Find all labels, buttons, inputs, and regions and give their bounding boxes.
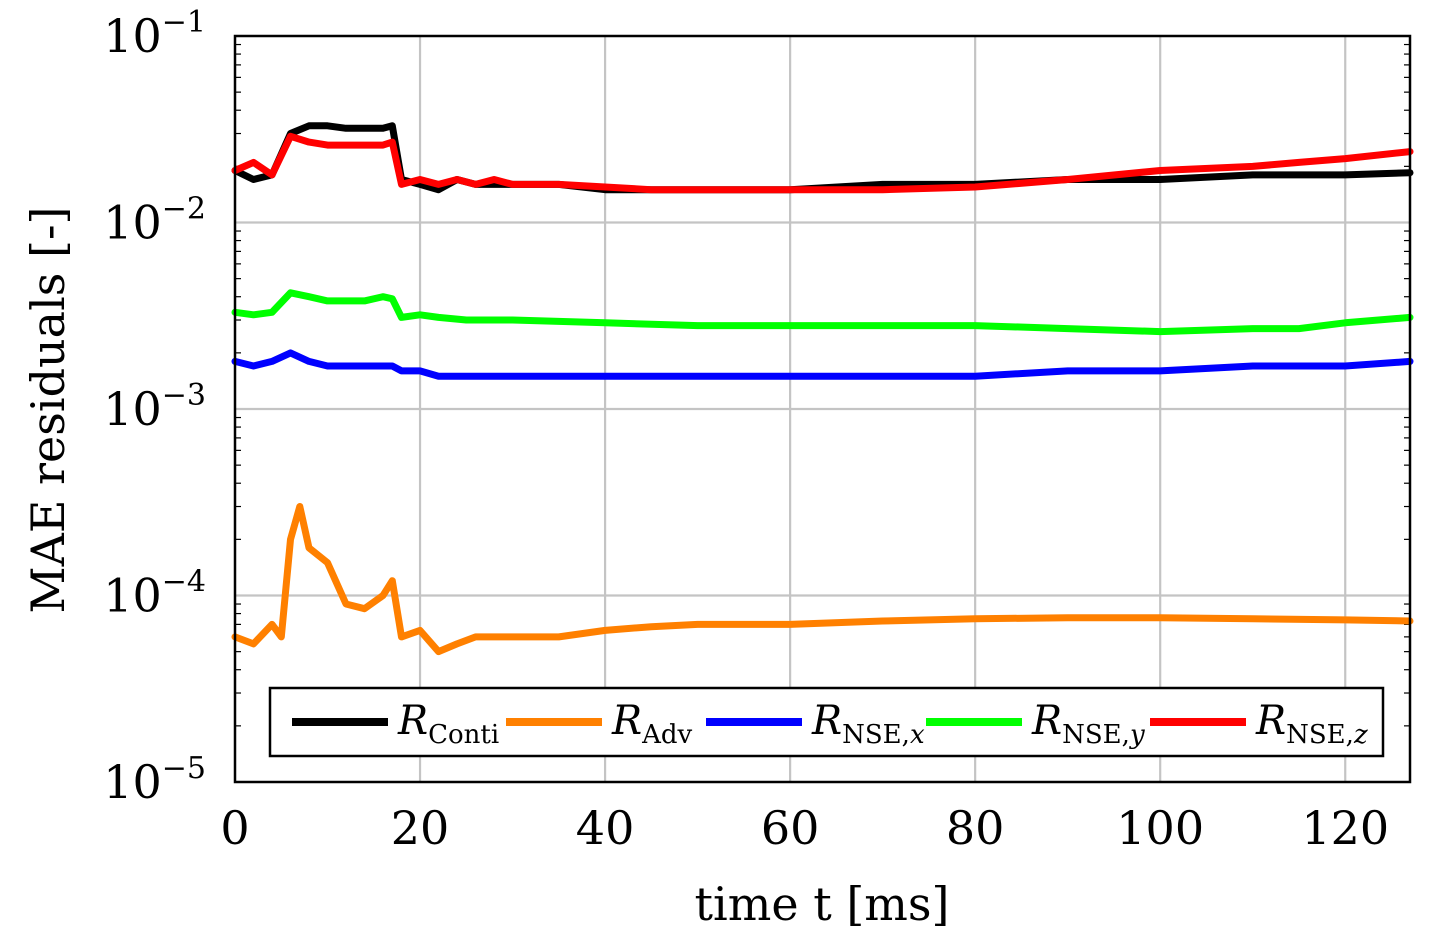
y-tick-label: 10−2 (103, 192, 206, 250)
x-tick-label: 100 (1116, 801, 1204, 855)
legend-label: RNSE,y (1031, 698, 1145, 750)
y-tick-labels: 10−5 10−4 10−3 10−2 10−1 (103, 5, 206, 809)
plot-frame (233, 34, 1412, 784)
legend-label: RConti (397, 698, 499, 750)
y-tick-label: 10−4 (103, 565, 206, 623)
y-tick-label: 10−5 (103, 751, 206, 809)
x-tick-label: 80 (946, 801, 1005, 855)
legend: RConti RAdv RNSE,x RNSE,y RNSE,z (268, 686, 1385, 758)
grid-lines (235, 36, 1410, 782)
series-layer (231, 122, 1414, 656)
y-tick-label: 10−3 (103, 378, 206, 436)
x-tick-label: 0 (220, 801, 249, 855)
series-line-nse-x (231, 349, 1414, 380)
x-tick-label: 120 (1301, 801, 1389, 855)
series-line-adv (231, 503, 1414, 656)
y-tick-label: 10−1 (103, 5, 206, 63)
x-axis-label: time t [ms] (695, 877, 950, 931)
x-tick-label: 20 (391, 801, 450, 855)
y-axis-label: MAE residuals [-] (21, 207, 75, 614)
x-tick-label: 40 (576, 801, 635, 855)
legend-label: RNSE,x (811, 698, 925, 750)
series-line-nse-z (231, 132, 1414, 194)
legend-label: RNSE,z (1255, 698, 1368, 750)
x-tick-labels: 0 20 40 60 80 100 120 (220, 801, 1389, 855)
series-line-nse-y (231, 289, 1414, 336)
legend-label: RAdv (611, 698, 693, 750)
x-tick-label: 60 (761, 801, 820, 855)
